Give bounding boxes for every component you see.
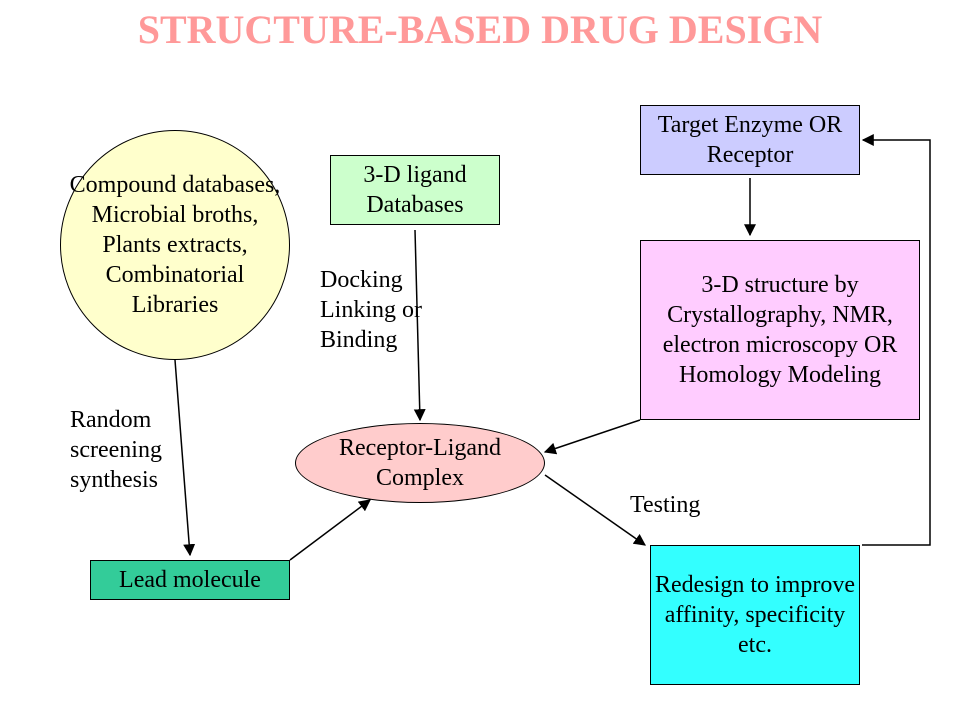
label-random-screening: Randomscreeningsynthesis [70, 405, 162, 495]
label-testing: Testing [630, 490, 700, 520]
node-target-enzyme: Target Enzyme OR Receptor [640, 105, 860, 175]
node-receptor-ligand-complex: Receptor-Ligand Complex [295, 423, 545, 503]
node-3d-ligand-databases: 3-D ligand Databases [330, 155, 500, 225]
node-3d-structure: 3-D structure by Crystallography, NMR, e… [640, 240, 920, 420]
node-compound-databases: Compound databases, Microbial broths, Pl… [60, 130, 290, 360]
page-title: STRUCTURE-BASED DRUG DESIGN [0, 8, 960, 52]
label-docking: DockingLinking orBinding [320, 265, 422, 355]
node-redesign: Redesign to improve affinity, specificit… [650, 545, 860, 685]
node-lead-molecule: Lead molecule [90, 560, 290, 600]
